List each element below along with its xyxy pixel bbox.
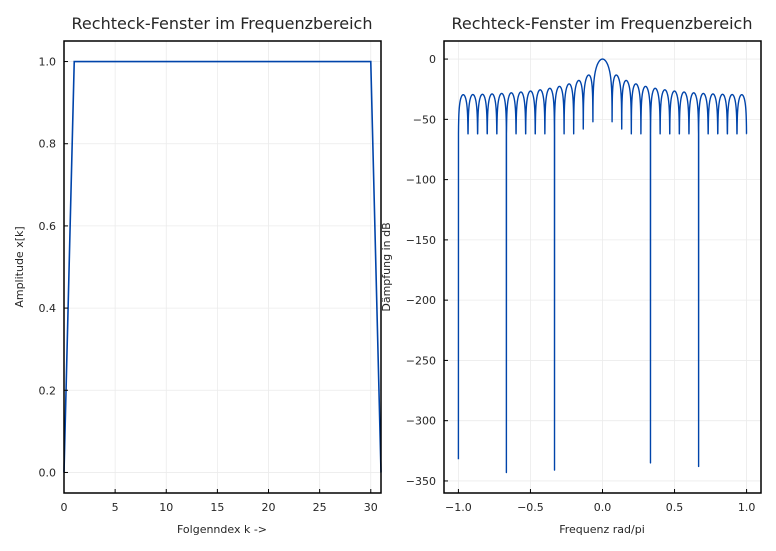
plot-frame-amplitude [63, 40, 382, 494]
chart-title-amplitude: Rechteck-Fenster im Frequenzbereich [72, 14, 373, 33]
attenuation-x-tick-label: −1.0 [445, 501, 472, 514]
y-axis-label-amplitude: Amplitude x[k] [13, 226, 26, 307]
attenuation-x-tick-label: 0.5 [666, 501, 684, 514]
amplitude-x-tick-label: 20 [262, 501, 276, 514]
ticks-attenuation: −1.0 −0.5 0.0 0.5 1.0 0 −50 −100 −150 −200 −250 −30… [406, 53, 756, 514]
amplitude-x-tick-label: 25 [313, 501, 327, 514]
x-axis-label-attenuation: Frequenz rad/pi [559, 523, 645, 536]
amplitude-x-tick-label: 15 [210, 501, 224, 514]
attenuation-x-tick-label: −0.5 [517, 501, 544, 514]
attenuation-y-tick-label: 0 [429, 53, 436, 66]
amplitude-series-line [63, 60, 382, 473]
attenuation-y-tick-label: −100 [406, 174, 436, 187]
amplitude-chart: Rechteck-Fenster im Frequenzbereich 0 5 10… [13, 14, 382, 536]
series-amplitude [63, 60, 382, 473]
amplitude-x-tick-label: 0 [61, 501, 68, 514]
amplitude-y-tick-label: 0.4 [39, 302, 57, 315]
amplitude-x-tick-label: 30 [364, 501, 378, 514]
amplitude-y-tick-label: 0.8 [39, 138, 57, 151]
x-axis-label-amplitude: Folgenndex k -> [177, 523, 267, 536]
y-axis-label-attenuation: Dämpfung in dB [380, 222, 393, 311]
attenuation-y-tick-label: −150 [406, 234, 436, 247]
amplitude-y-tick-label: 1.0 [39, 56, 57, 69]
attenuation-series-line [457, 58, 748, 474]
amplitude-y-tick-label: 0.6 [39, 220, 57, 233]
attenuation-y-tick-label: −300 [406, 415, 436, 428]
grid-amplitude [63, 41, 381, 493]
grid-attenuation [444, 41, 761, 493]
attenuation-y-tick-label: −50 [413, 113, 436, 126]
ticks-amplitude: 0 5 10 15 20 25 30 0.0 0.2 0.4 0.6 0.8 1.0 [39, 56, 378, 514]
attenuation-y-tick-label: −200 [406, 294, 436, 307]
amplitude-x-tick-label: 5 [112, 501, 119, 514]
attenuation-x-tick-label: 1.0 [738, 501, 756, 514]
amplitude-x-tick-label: 10 [159, 501, 173, 514]
attenuation-chart: Rechteck-Fenster im Frequenzbereich −1.0… [380, 14, 762, 536]
series-attenuation [457, 58, 748, 474]
amplitude-y-tick-label: 0.2 [39, 384, 57, 397]
attenuation-y-tick-label: −350 [406, 475, 436, 488]
attenuation-y-tick-label: −250 [406, 354, 436, 367]
attenuation-x-tick-label: 0.0 [594, 501, 612, 514]
chart-title-attenuation: Rechteck-Fenster im Frequenzbereich [452, 14, 753, 33]
amplitude-y-tick-label: 0.0 [39, 466, 57, 479]
